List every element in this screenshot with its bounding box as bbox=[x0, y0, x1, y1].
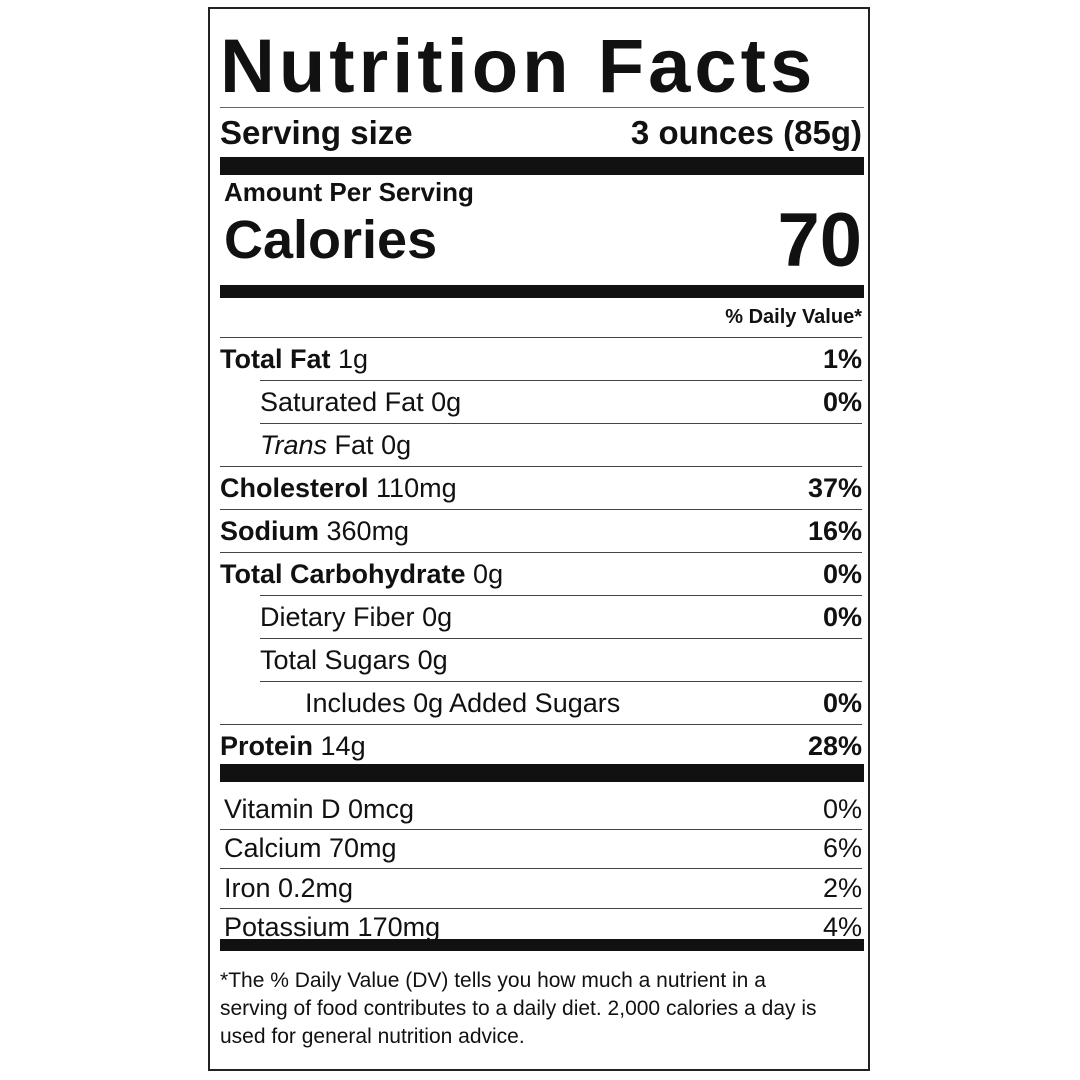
nutrient-name-amount: Total Carbohydrate 0g bbox=[220, 559, 503, 590]
vitamin-name: Iron 0.2mg bbox=[224, 872, 354, 903]
divider bbox=[220, 107, 864, 108]
vitamin-row: Calcium 70mg 6% bbox=[224, 829, 862, 869]
row-divider bbox=[260, 423, 862, 424]
nutrient-row: Dietary Fiber 0g 0% bbox=[220, 596, 862, 638]
thick-divider bbox=[220, 764, 864, 782]
amount-per-serving: Amount Per Serving bbox=[224, 177, 474, 207]
nutrient-row: Includes 0g Added Sugars 0% bbox=[220, 682, 862, 724]
nutrient-name-amount: Saturated Fat 0g bbox=[260, 387, 461, 418]
nutrient-row: Trans Fat 0g bbox=[220, 424, 862, 466]
nutrient-row: Total Carbohydrate 0g 0% bbox=[220, 553, 862, 595]
nutrient-amount: 360mg bbox=[326, 515, 410, 546]
row-divider bbox=[220, 509, 862, 510]
row-divider bbox=[220, 828, 862, 830]
vitamin-dv: 6% bbox=[822, 833, 862, 863]
nutrient-dv: 0% bbox=[822, 687, 862, 718]
vitamin-row: Vitamin D 0mcg 0% bbox=[224, 789, 862, 829]
nutrient-amount: 14g bbox=[320, 730, 366, 761]
nutrient-name: Cholesterol bbox=[220, 472, 369, 503]
nutrient-dv: 0% bbox=[822, 386, 862, 417]
vitamin-name: Calcium 70mg bbox=[224, 833, 397, 863]
thick-divider bbox=[220, 157, 864, 175]
nutrient-amount: 0g bbox=[381, 429, 412, 460]
nutrient-name: Protein bbox=[220, 730, 314, 761]
nutrient-name-amount: Trans Fat 0g bbox=[260, 430, 411, 461]
nutrient-dv: 16% bbox=[807, 515, 862, 546]
calories-value: 70 bbox=[777, 197, 862, 283]
nutrient-row: Cholesterol 110mg 37% bbox=[220, 467, 862, 509]
serving-size: Serving size 3 ounces (85g) bbox=[220, 111, 862, 155]
nutrient-name: Total Carbohydrate bbox=[220, 558, 466, 589]
nutrient-name-amount: Total Sugars 0g bbox=[260, 645, 448, 676]
footnote-text: The % Daily Value (DV) tells you how muc… bbox=[220, 969, 817, 1048]
footnote-star: * bbox=[220, 969, 229, 992]
nutrition-label: Nutrition Facts Serving size 3 ounces (8… bbox=[208, 7, 870, 1071]
thick-divider bbox=[220, 939, 864, 951]
row-divider bbox=[220, 724, 862, 725]
row-divider bbox=[260, 681, 862, 682]
nutrient-name-amount: Includes 0g Added Sugars bbox=[305, 688, 620, 719]
nutrient-name-amount: Dietary Fiber 0g bbox=[260, 602, 452, 633]
vitamin-row: Iron 0.2mg 2% bbox=[224, 868, 862, 908]
nutrient-row: Saturated Fat 0g 0% bbox=[220, 381, 862, 423]
title: Nutrition Facts bbox=[220, 24, 817, 109]
row-divider bbox=[220, 552, 862, 553]
nutrient-row: Total Sugars 0g bbox=[220, 639, 862, 681]
row-divider bbox=[220, 337, 862, 338]
vitamin-row: Potassium 170mg 4% bbox=[224, 908, 862, 948]
nutrient-name: Includes 0g Added Sugars bbox=[305, 687, 621, 718]
nutrient-row: Protein 14g 28% bbox=[220, 725, 862, 767]
row-divider bbox=[220, 466, 862, 467]
row-divider bbox=[220, 907, 862, 909]
nutrient-amount: 0g bbox=[431, 386, 462, 417]
nutrient-dv: 0% bbox=[822, 558, 862, 589]
nutrient-name: Trans bbox=[260, 429, 328, 460]
footnote: *The % Daily Value (DV) tells you how mu… bbox=[220, 967, 838, 1051]
nutrient-name: Total Sugars bbox=[260, 644, 411, 675]
nutrient-dv: 28% bbox=[807, 730, 862, 761]
dv-header: % Daily Value* bbox=[220, 299, 862, 335]
vitamin-dv: 4% bbox=[822, 912, 862, 942]
thick-divider bbox=[220, 285, 864, 298]
dv-header-text: % Daily Value* bbox=[725, 305, 862, 328]
nutrient-dv: 0% bbox=[822, 601, 862, 632]
nutrient-amount: 0g bbox=[473, 558, 504, 589]
nutrient-name: Dietary Fiber bbox=[260, 601, 415, 632]
nutrient-row: Sodium 360mg 16% bbox=[220, 510, 862, 552]
vitamin-dv: 2% bbox=[822, 872, 862, 903]
nutrient-name-amount: Cholesterol 110mg bbox=[220, 473, 457, 504]
row-divider bbox=[260, 595, 862, 596]
nutrient-name: Sodium bbox=[220, 515, 319, 546]
calories-label: Calories bbox=[224, 210, 438, 270]
nutrient-row: Total Fat 1g 1% bbox=[220, 338, 862, 380]
serving-value: 3 ounces (85g) bbox=[630, 114, 862, 151]
vitamin-dv: 0% bbox=[822, 793, 862, 824]
nutrient-amount: 110mg bbox=[376, 472, 457, 503]
nutrient-amount: 0g bbox=[422, 601, 453, 632]
row-divider bbox=[260, 380, 862, 381]
calories-row: Calories 70 bbox=[224, 198, 862, 283]
nutrient-name-rest: Fat bbox=[334, 429, 374, 460]
nutrient-name: Total Fat bbox=[220, 343, 331, 374]
serving-label: Serving size bbox=[220, 114, 413, 151]
nutrient-amount: 0g bbox=[417, 644, 448, 675]
nutrient-dv: 37% bbox=[807, 472, 862, 503]
row-divider bbox=[260, 638, 862, 639]
nutrient-dv: 1% bbox=[822, 343, 862, 374]
vitamin-name: Vitamin D 0mcg bbox=[224, 793, 415, 824]
nutrient-name-amount: Total Fat 1g bbox=[220, 344, 368, 375]
nutrient-name: Saturated Fat bbox=[260, 386, 424, 417]
nutrient-name-amount: Sodium 360mg bbox=[220, 516, 409, 547]
row-divider bbox=[220, 868, 862, 869]
vitamin-name: Potassium 170mg bbox=[224, 912, 441, 942]
nutrient-amount: 1g bbox=[338, 343, 369, 374]
nutrient-name-amount: Protein 14g bbox=[220, 731, 366, 762]
